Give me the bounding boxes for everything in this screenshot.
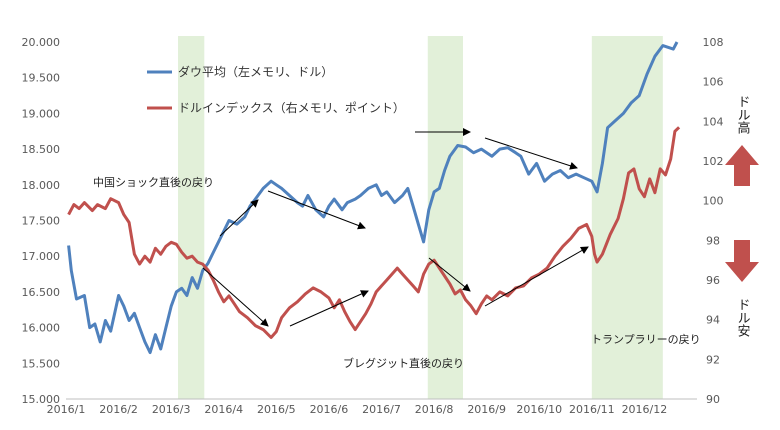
annotation-china-shock: 中国ショック直後の戻り — [93, 175, 214, 189]
x-axis-ticks: 2016/1 2016/2 2016/3 2016/4 2016/5 2016/6 2016… — [47, 403, 668, 416]
highlight-band-1 — [178, 36, 205, 399]
dollar-low-label: ドル安 — [735, 298, 751, 337]
left-tick-label: 20.000 — [22, 36, 61, 49]
x-tick-label: 2016/6 — [310, 403, 349, 416]
right-tick-label: 94 — [706, 314, 720, 327]
highlight-bands — [178, 36, 663, 399]
x-tick-label: 2016/11 — [569, 403, 615, 416]
left-tick-label: 19.000 — [22, 107, 61, 120]
trend-arrows — [202, 128, 589, 327]
left-axis-ticks: 15.000 15.500 16.000 16.500 17.000 17.500 18.0… — [22, 36, 61, 406]
x-tick-label: 2016/10 — [516, 403, 562, 416]
right-tick-label: 102 — [703, 155, 724, 168]
trend-arrow — [484, 246, 589, 307]
legend: ダウ平均（左メモリ、ドル） ドルインデックス（右メモリ、ポイント） — [147, 64, 405, 115]
arrow-down-icon — [725, 240, 759, 282]
legend-label-dow: ダウ平均（左メモリ、ドル） — [178, 64, 333, 79]
series-lines — [67, 41, 681, 355]
left-tick-label: 17.500 — [22, 215, 61, 228]
x-tick-label: 2016/1 — [47, 403, 86, 416]
series-line-dow — [67, 41, 679, 355]
annotation-brexit: ブレグジット直後の戻り — [343, 356, 464, 370]
left-tick-label: 16.000 — [22, 322, 61, 335]
left-tick-label: 15.000 — [22, 393, 61, 406]
dollar-high-label: ドル高 — [735, 95, 751, 134]
trend-arrow — [484, 137, 578, 170]
x-tick-label: 2016/4 — [204, 403, 243, 416]
trend-arrow — [289, 290, 369, 327]
x-tick-label: 2016/3 — [152, 403, 191, 416]
x-tick-label: 2016/8 — [415, 403, 454, 416]
right-tick-label: 96 — [706, 274, 720, 287]
trend-arrow — [219, 199, 259, 237]
highlight-band-3 — [591, 36, 663, 399]
x-tick-label: 2016/9 — [467, 403, 506, 416]
right-axis-ticks: 90 92 94 96 98 100 102 104 106 108 — [703, 36, 724, 406]
x-tick-label: 2016/12 — [622, 403, 668, 416]
left-tick-label: 19.500 — [22, 72, 61, 85]
right-tick-label: 104 — [703, 115, 724, 128]
trend-arrow — [428, 257, 471, 292]
series-line-dollar-index — [67, 126, 681, 339]
arrow-up-icon — [725, 145, 759, 186]
left-tick-label: 18.000 — [22, 179, 61, 192]
x-tick-label: 2016/2 — [99, 403, 138, 416]
right-tick-label: 106 — [703, 76, 724, 89]
left-tick-label: 15.500 — [22, 357, 61, 370]
highlight-band-2 — [427, 36, 464, 399]
x-tick-label: 2016/5 — [257, 403, 296, 416]
right-tick-label: 100 — [703, 195, 724, 208]
left-tick-label: 17.000 — [22, 250, 61, 263]
right-tick-label: 98 — [706, 234, 720, 247]
trend-arrow — [267, 190, 366, 230]
right-tick-label: 108 — [703, 36, 724, 49]
left-tick-label: 16.500 — [22, 286, 61, 299]
trend-arrow — [202, 267, 269, 327]
legend-label-dollar-index: ドルインデックス（右メモリ、ポイント） — [178, 100, 405, 115]
x-tick-label: 2016/7 — [362, 403, 401, 416]
left-tick-label: 18.500 — [22, 143, 61, 156]
right-tick-label: 92 — [706, 353, 720, 366]
annotation-trump-rally: トランプラリーの戻り — [591, 333, 701, 346]
right-tick-label: 90 — [706, 393, 720, 406]
